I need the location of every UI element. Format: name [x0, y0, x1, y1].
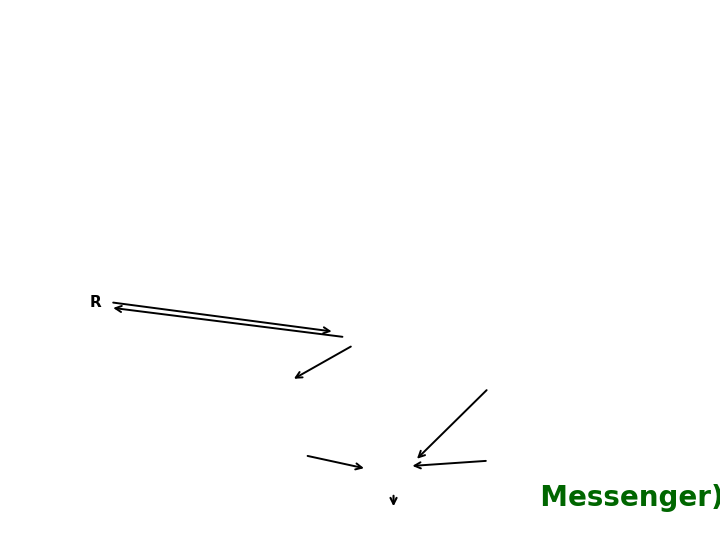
FancyBboxPatch shape: [0, 0, 647, 540]
Text: 2+: 2+: [387, 507, 413, 525]
Text: PKC: PKC: [420, 259, 451, 273]
Text: 2+: 2+: [112, 316, 128, 326]
Text: Ca: Ca: [87, 325, 107, 339]
Ellipse shape: [274, 390, 292, 406]
Text: Endoplasmic Reticulum: Endoplasmic Reticulum: [70, 363, 244, 376]
Circle shape: [394, 217, 410, 232]
Ellipse shape: [274, 373, 292, 388]
Ellipse shape: [220, 130, 298, 232]
Text: Plasma Membrane: Plasma Membrane: [89, 481, 204, 494]
Ellipse shape: [290, 378, 309, 393]
Text: 2+: 2+: [500, 94, 516, 105]
Ellipse shape: [258, 394, 276, 409]
Ellipse shape: [294, 449, 310, 462]
Text: Receptor: Receptor: [110, 157, 123, 210]
Circle shape: [329, 217, 345, 232]
Text: IP₃: IP₃: [360, 266, 376, 279]
Ellipse shape: [258, 378, 276, 393]
Text: Receptor: Receptor: [187, 157, 200, 210]
Text: GnRH: GnRH: [100, 107, 134, 121]
Ellipse shape: [348, 258, 388, 287]
Ellipse shape: [290, 396, 309, 411]
Text: Ca: Ca: [343, 323, 364, 341]
Text: Second Messenger): Second Messenger): [407, 484, 720, 512]
Text: Fusion: Fusion: [372, 448, 415, 462]
Text: G-protein: G-protein: [224, 175, 294, 188]
Ellipse shape: [284, 419, 300, 433]
Text: LH: LH: [384, 513, 402, 527]
Text: Protein Hormones (Ca: Protein Hormones (Ca: [45, 484, 390, 512]
Text: 2+: 2+: [366, 313, 382, 323]
Polygon shape: [97, 130, 136, 245]
Text: GnRH: GnRH: [177, 107, 210, 121]
FancyBboxPatch shape: [50, 302, 265, 399]
Text: Plasma
Membrane: Plasma Membrane: [394, 134, 457, 164]
Text: Ca: Ca: [472, 104, 492, 119]
Text: R: R: [89, 295, 102, 310]
Text: PLC: PLC: [258, 265, 290, 280]
Text: Phosphotidyl
Inositol: Phosphotidyl Inositol: [306, 140, 382, 169]
Ellipse shape: [243, 253, 305, 293]
Polygon shape: [174, 130, 213, 245]
Text: DAG: DAG: [414, 234, 440, 247]
Text: Secretory
Granules: Secretory Granules: [240, 421, 300, 449]
